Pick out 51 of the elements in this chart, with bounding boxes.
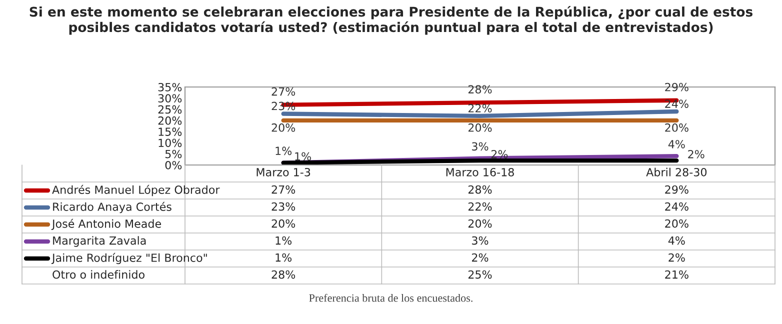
text: 4% <box>668 140 685 148</box>
text: 2% <box>688 150 704 158</box>
data-label: 22% <box>468 202 492 211</box>
data-label: 20% <box>272 219 296 228</box>
y-tick-label: 25% <box>158 105 182 114</box>
text: 25% <box>468 270 492 279</box>
legend-label: Andrés Manuel López Obrador <box>52 184 220 196</box>
data-label: 27% <box>272 185 296 194</box>
text: 27% <box>272 87 296 96</box>
y-tick-label: 35% <box>158 82 182 92</box>
y-tick-label: 0% <box>165 160 182 170</box>
text: 20% <box>665 123 688 132</box>
data-label: 29% <box>665 185 688 194</box>
y-tick-label: 10% <box>158 138 182 148</box>
data-label: 23% <box>272 202 296 211</box>
data-label: 28% <box>468 185 492 194</box>
text: 20% <box>272 123 296 132</box>
data-label: 3% <box>472 236 488 245</box>
data-label: 2% <box>668 253 685 262</box>
data-label: 1% <box>276 253 292 262</box>
x-tick-label: Abril 28-30 <box>646 168 707 176</box>
text: 29% <box>665 82 688 92</box>
text: 3% <box>472 142 488 151</box>
data-label: 20% <box>468 219 492 228</box>
chart-title: Si en este momento se celebraran elecciones para Presidente de la República, ¿por cual de estos posibles candidatos votaría usted? (estimación puntual para el total de entrevistados) <box>30 6 752 35</box>
y-tick-label: 15% <box>158 128 182 136</box>
x-tick-label: Marzo 16-18 <box>446 168 514 176</box>
y-tick-label: 5% <box>165 150 182 158</box>
text: 28% <box>272 270 296 279</box>
y-tick-label: 20% <box>158 116 182 125</box>
text: 21% <box>665 270 688 279</box>
text: 1% <box>295 152 311 161</box>
data-label: 4% <box>668 236 685 245</box>
text: 28% <box>468 85 492 94</box>
data-label: 2% <box>472 253 488 262</box>
data-label: 1% <box>276 236 292 245</box>
data-label: 24% <box>665 202 688 211</box>
data-label: 20% <box>665 219 688 228</box>
x-tick-label: Marzo 1-3 <box>256 168 310 176</box>
text: Otro o indefinido <box>52 270 144 279</box>
text: 20% <box>468 123 492 132</box>
y-tick-label: 30% <box>158 94 182 103</box>
text: 24% <box>665 100 688 108</box>
legend-label: Ricardo Anaya Cortés <box>53 202 172 214</box>
text: 1% <box>276 146 292 156</box>
text: Preferencia bruta de los encuestados. <box>309 294 472 302</box>
text: 22% <box>468 104 492 112</box>
text: 23% <box>272 102 296 110</box>
legend-label: Jaime Rodríguez "El Bronco" <box>51 252 207 264</box>
legend-label: José Antonio Meade <box>51 218 162 230</box>
legend-label: Margarita Zavala <box>53 236 146 247</box>
